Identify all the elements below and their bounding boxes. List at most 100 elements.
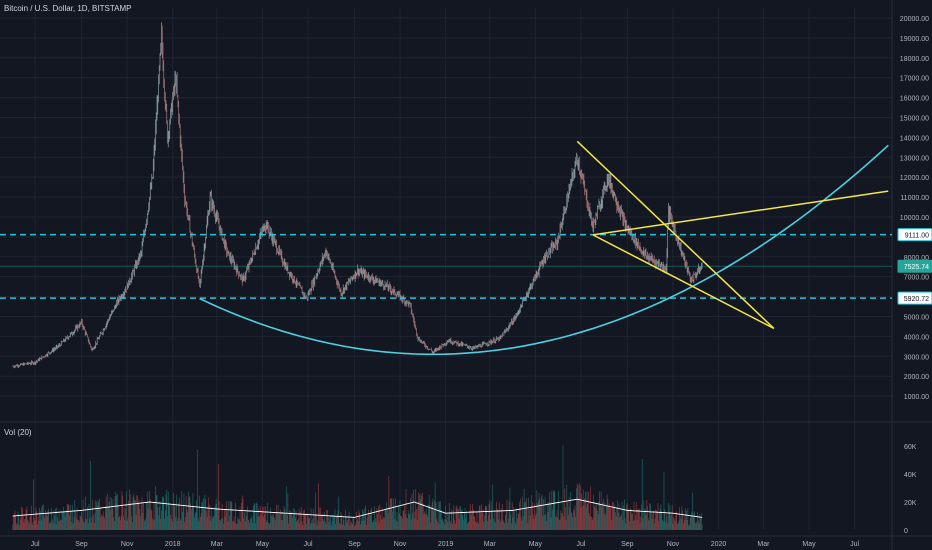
volume-bar [430, 522, 432, 530]
time-tick-label: Sep [75, 541, 88, 548]
time-tick-label: May [529, 541, 543, 548]
volume-bar [81, 512, 82, 530]
volume-bar [513, 507, 515, 530]
volume-bar [179, 497, 180, 530]
volume-bar [310, 508, 312, 530]
price-tick-label: 17000.00 [900, 76, 929, 83]
volume-bar [397, 522, 399, 530]
volume-bar [494, 509, 496, 530]
volume-bar [241, 502, 242, 530]
volume-bar [585, 491, 586, 530]
volume-bar [391, 498, 393, 530]
volume-bar [229, 501, 231, 530]
volume-bar [559, 519, 561, 530]
volume-bar [221, 503, 223, 530]
volume-bar [170, 519, 172, 530]
volume-bar [504, 523, 506, 530]
volume-bar [452, 524, 453, 530]
volume-bar [466, 523, 468, 530]
volume-bar [57, 517, 58, 530]
volume-bar [167, 516, 168, 530]
volume-bar [516, 508, 518, 530]
volume-bar [356, 511, 358, 530]
volume-bar [663, 472, 665, 530]
volume-bar [142, 513, 144, 530]
volume-bar [214, 507, 215, 530]
volume-bar [315, 492, 316, 530]
volume-bar [25, 509, 27, 530]
volume-bar [695, 523, 696, 530]
volume-bar [507, 522, 509, 530]
volume-bar [617, 512, 619, 530]
volume-bar [40, 520, 42, 530]
volume-bar [460, 510, 462, 530]
time-tick-label: May [802, 541, 816, 548]
volume-bar [383, 517, 385, 530]
volume-bar [326, 509, 328, 530]
volume-bar [364, 508, 366, 530]
volume-bar [534, 516, 536, 530]
volume-bar [320, 507, 322, 530]
volume-bar [630, 508, 632, 530]
volume-bar [592, 517, 594, 530]
volume-bar [574, 505, 576, 530]
volume-bar [318, 483, 319, 530]
volume-bar [606, 505, 607, 530]
volume-bar [68, 504, 70, 530]
volume-bar [16, 523, 17, 530]
volume-bar [454, 520, 455, 530]
volume-bar [634, 519, 636, 530]
volume-bar [374, 506, 375, 530]
volume-bar [306, 513, 308, 530]
volume-bar [75, 512, 76, 530]
volume-bar [293, 513, 295, 530]
volume-bar [620, 514, 622, 530]
volume-bar [449, 503, 450, 530]
volume-bar [74, 499, 76, 530]
volume-bar [674, 518, 675, 530]
volume-bar [218, 500, 220, 530]
volume-bar [210, 520, 212, 530]
volume-bar [294, 517, 296, 530]
volume-bar [216, 503, 218, 530]
volume-bar [28, 521, 29, 530]
volume-bar [36, 511, 37, 530]
volume-bar [369, 515, 371, 530]
volume-bar [411, 493, 413, 530]
volume-bar [502, 520, 504, 530]
volume-bar [42, 504, 43, 530]
volume-bar [237, 517, 239, 530]
volume-bar [167, 491, 169, 530]
volume-bar [222, 518, 224, 530]
volume-bar [141, 497, 143, 530]
volume-bar [59, 520, 61, 530]
volume-bar [629, 507, 631, 530]
volume-bar [471, 510, 473, 530]
volume-bar [568, 496, 570, 530]
volume-bar [235, 523, 237, 530]
volume-bar [253, 505, 254, 530]
volume-bar [537, 503, 538, 530]
volume-bar [297, 518, 299, 530]
volume-bar [13, 516, 14, 530]
volume-bar [554, 491, 556, 530]
volume-bar [552, 509, 553, 530]
volume-bar [441, 519, 443, 530]
volume-bar [628, 509, 630, 530]
volume-bar [333, 516, 335, 530]
volume-bar [357, 521, 359, 530]
volume-bar [487, 520, 488, 530]
volume-tick-label: 40K [904, 472, 917, 479]
volume-bar [93, 522, 95, 530]
volume-bar [530, 505, 532, 530]
volume-bar [451, 509, 452, 530]
volume-bar [626, 504, 627, 530]
time-tick-label: Jul [850, 541, 859, 548]
volume-bar [561, 513, 562, 530]
volume-bar [205, 499, 206, 530]
volume-bar [149, 490, 150, 530]
volume-bar [160, 518, 162, 530]
volume-bar [337, 510, 339, 530]
volume-bar [275, 511, 277, 530]
